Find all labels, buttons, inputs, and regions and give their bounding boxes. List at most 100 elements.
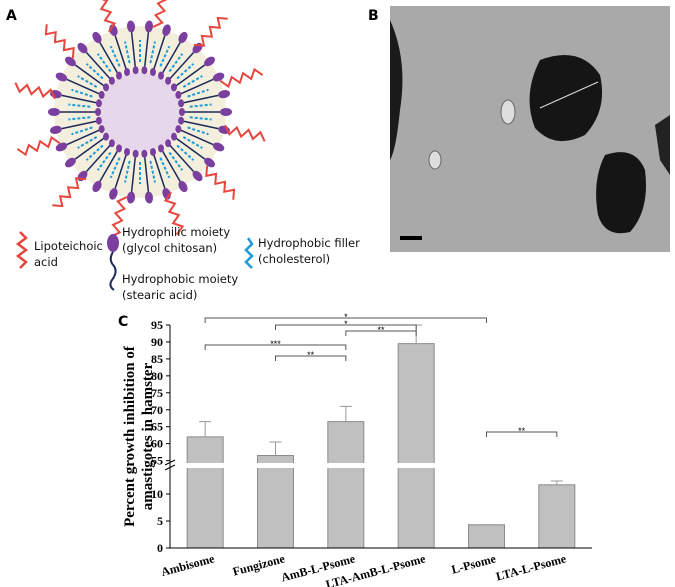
cholesterol <box>71 126 93 136</box>
legend-text: (glycol chitosan) <box>122 241 217 255</box>
bar <box>327 421 365 549</box>
lipid-head <box>144 20 154 33</box>
cholesterol <box>182 75 203 88</box>
error-bar <box>269 441 282 456</box>
lipid-tail <box>61 94 98 104</box>
lipid-head <box>165 76 172 85</box>
cholesterol <box>96 53 112 73</box>
lipid-head <box>178 116 185 125</box>
significance-label: *** <box>270 339 281 349</box>
lipid-tail <box>175 137 206 160</box>
y-tick-label: 60 <box>151 437 163 451</box>
cholesterol <box>159 157 171 179</box>
lipid-head <box>116 71 122 80</box>
lta <box>44 24 75 59</box>
cholesterol <box>109 157 121 179</box>
cholesterol <box>159 45 171 67</box>
lipid-tail <box>85 52 112 80</box>
lipid-head <box>95 99 102 108</box>
x-tick-label: Fungizone <box>231 551 287 579</box>
lipid-head <box>126 191 136 204</box>
lipid-tail <box>114 35 128 71</box>
panel-label: C <box>118 314 128 330</box>
lipid-head <box>126 20 136 33</box>
lipid-tail <box>168 52 195 80</box>
lipid-head <box>65 157 76 168</box>
cholesterol <box>168 53 184 73</box>
lipid-head <box>95 108 101 116</box>
particle <box>655 115 670 175</box>
cholesterol <box>77 75 98 88</box>
lipid-head <box>141 149 148 158</box>
lipid-head <box>65 56 76 67</box>
panel-label: B <box>368 8 379 24</box>
bar <box>397 343 435 549</box>
significance-bracket <box>204 317 487 323</box>
lipid-head <box>212 72 225 82</box>
lipid-tail <box>168 144 195 172</box>
legend-text: (stearic acid) <box>122 288 197 302</box>
lipid-tail <box>130 155 137 192</box>
vesicle <box>500 99 516 125</box>
lta <box>219 67 264 89</box>
cholesterol <box>71 88 93 98</box>
lipid-head <box>108 76 115 85</box>
error-bar <box>339 405 352 422</box>
lipid-head <box>141 66 148 75</box>
lipid-head <box>98 90 105 99</box>
lta-icon <box>15 231 29 269</box>
cholesterol <box>68 103 91 108</box>
lipid-tail <box>152 35 166 71</box>
cholesterol <box>85 144 104 161</box>
cholesterol <box>189 116 212 121</box>
lipid-head <box>162 24 171 37</box>
bar <box>538 484 576 549</box>
cholesterol <box>96 151 112 171</box>
significance-label: * <box>344 312 348 322</box>
bar <box>468 524 505 549</box>
lipid-head <box>165 139 172 148</box>
significance-bracket <box>204 344 347 350</box>
head-icon <box>107 234 119 252</box>
lipid-tail <box>74 64 105 87</box>
lipid-tail <box>143 155 150 192</box>
lta <box>16 135 61 157</box>
tail-icon <box>109 251 117 291</box>
lipid-tail <box>74 137 105 160</box>
cholesterol <box>124 160 131 183</box>
lta <box>14 82 56 100</box>
lipid-tail <box>179 78 214 95</box>
lipid-head <box>204 157 215 168</box>
y-tick-label: 90 <box>151 335 163 349</box>
y-tick-label: 75 <box>151 386 163 400</box>
error-bar <box>199 421 212 437</box>
lta <box>152 0 168 28</box>
particle <box>596 152 646 234</box>
cholesterol <box>176 63 195 80</box>
lipid-tail <box>182 120 219 130</box>
vesicle <box>428 150 442 170</box>
lta <box>205 165 236 200</box>
cholesterol <box>85 63 104 80</box>
measure-line <box>539 81 599 109</box>
legend-text: Lipoteichoic <box>34 239 103 253</box>
lipid-head <box>116 144 122 153</box>
lipid-head <box>132 66 139 75</box>
y-tick-label: 5 <box>157 514 163 528</box>
lipid-tail <box>99 149 119 182</box>
lipid-tail <box>114 153 128 189</box>
lipid-head <box>109 187 118 200</box>
lipid-tail <box>61 120 98 130</box>
panel-label: A <box>6 8 17 24</box>
lipid-tail <box>130 32 137 69</box>
lta <box>99 0 117 33</box>
lipid-head <box>175 90 182 99</box>
legend-text: Hydrophilic moiety <box>122 225 230 239</box>
cholesterol <box>109 45 121 67</box>
legend-text: (cholesterol) <box>258 252 330 266</box>
lipid-head <box>149 147 156 156</box>
lta <box>224 124 266 142</box>
lipid-head <box>212 142 225 152</box>
